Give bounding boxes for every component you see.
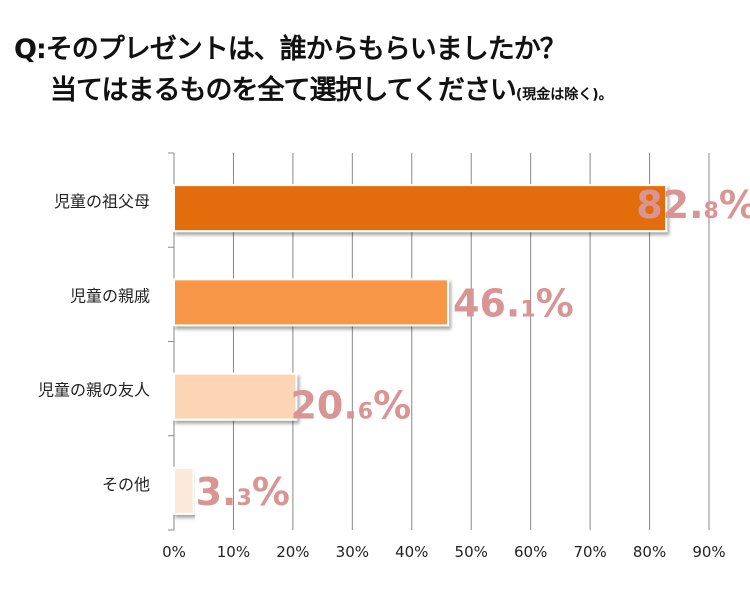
data-label: 3.3%	[196, 470, 290, 514]
x-tick-label: 50%	[455, 543, 488, 561]
data-label-int: 82.	[636, 183, 703, 227]
chart-title-note: (現金は除く)。	[515, 87, 613, 103]
x-tick-label: 90%	[692, 543, 725, 561]
x-tick-label: 40%	[395, 543, 428, 561]
x-tick-label: 20%	[276, 543, 309, 561]
category-label: 児童の親戚	[70, 286, 150, 305]
bar	[173, 466, 195, 515]
x-tick-label: 0%	[162, 543, 186, 561]
data-label: 46.1%	[453, 281, 574, 325]
x-tick-label: 30%	[336, 543, 369, 561]
category-label: その他	[102, 475, 150, 494]
data-label-decimal: 3	[237, 486, 252, 511]
data-label-int: 46.	[453, 281, 520, 325]
x-tick-label: 10%	[217, 543, 250, 561]
bar	[173, 278, 450, 327]
x-tick-label: 70%	[573, 543, 606, 561]
data-label-percent: %	[373, 384, 411, 428]
x-tick-label: 60%	[514, 543, 547, 561]
data-label-decimal: 8	[704, 199, 719, 224]
chart-title-line2: 当てはまるものを全て選択してください(現金は除く)。	[50, 68, 613, 107]
data-label-percent: %	[719, 183, 750, 227]
chart-title-main: 当てはまるものを全て選択してください	[50, 75, 517, 106]
category-label: 児童の祖父母	[54, 192, 150, 211]
data-label-int: 3.	[196, 470, 237, 514]
x-tick-label: 80%	[633, 543, 666, 561]
bar	[173, 184, 668, 233]
chart-title-line1: Q:そのプレゼントは、誰からもらいましたか？	[14, 34, 567, 65]
data-label-decimal: 6	[358, 400, 373, 425]
data-label: 20.6%	[290, 384, 411, 428]
data-label-decimal: 1	[520, 297, 535, 322]
data-label-int: 20.	[290, 384, 357, 428]
bar	[173, 372, 298, 421]
category-label: 児童の親の友人	[38, 381, 150, 400]
data-label-percent: %	[536, 281, 574, 325]
data-label: 82.8%	[636, 183, 750, 227]
data-label-percent: %	[252, 470, 290, 514]
